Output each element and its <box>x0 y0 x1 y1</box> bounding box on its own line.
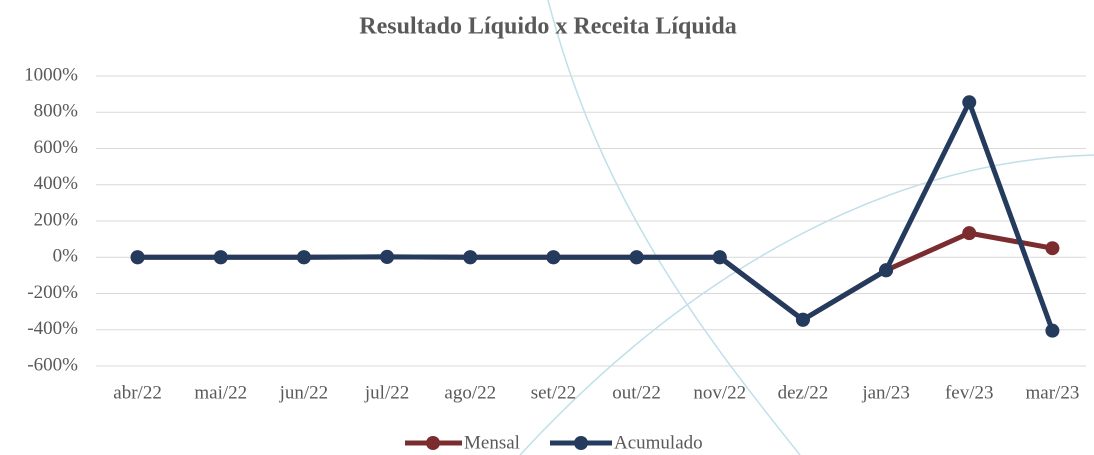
point <box>296 250 311 265</box>
x-tick-label: out/22 <box>612 382 661 403</box>
point <box>380 249 395 264</box>
point <box>712 250 727 265</box>
y-tick-label: 0% <box>53 246 79 267</box>
y-tick-label: -600% <box>27 354 78 375</box>
point <box>629 250 644 265</box>
x-tick-label: ago/22 <box>444 382 496 403</box>
series-line <box>137 99 1055 332</box>
y-tick-label: 800% <box>34 101 79 122</box>
x-tick-label: fev/23 <box>945 382 994 403</box>
y-tick-label: 200% <box>34 209 79 230</box>
point <box>879 263 894 278</box>
y-tick-label: -200% <box>27 282 78 303</box>
legend-label: Mensal <box>464 432 520 453</box>
x-tick-label: jan/23 <box>861 382 910 403</box>
legend-label: Acumulado <box>614 432 703 453</box>
x-tick-label: mai/22 <box>194 382 247 403</box>
x-tick-label: dez/22 <box>778 382 829 403</box>
x-tick-label: abr/22 <box>113 382 162 403</box>
y-tick-label: 600% <box>34 137 79 158</box>
legend-marker <box>426 436 440 450</box>
x-tick-label: nov/22 <box>693 382 746 403</box>
point <box>795 312 810 327</box>
legend-marker <box>574 436 588 450</box>
y-tick-label: 400% <box>34 173 79 194</box>
x-tick-label: jun/22 <box>279 382 329 403</box>
point <box>463 250 478 265</box>
x-tick-label: set/22 <box>531 382 576 403</box>
x-tick-label: jul/22 <box>364 382 409 403</box>
point <box>546 250 561 265</box>
series-line <box>137 230 1053 323</box>
x-tick-label: mar/23 <box>1026 382 1080 403</box>
y-tick-label: -400% <box>27 318 78 339</box>
chart-title: Resultado Líquido x Receita Líquida <box>359 14 736 40</box>
plot-area: 1000% 800% 600% 400% 200% 0% -200% -400% -600% ab… <box>24 64 1086 403</box>
legend: Mensal Acumulado <box>405 432 703 453</box>
point <box>1045 323 1060 338</box>
y-tick-label: 1000% <box>24 64 78 85</box>
point <box>962 95 977 110</box>
point <box>130 250 145 265</box>
decoration <box>519 154 1094 455</box>
point <box>962 226 977 241</box>
point <box>213 250 228 265</box>
point <box>1045 241 1060 256</box>
decoration <box>547 0 801 455</box>
